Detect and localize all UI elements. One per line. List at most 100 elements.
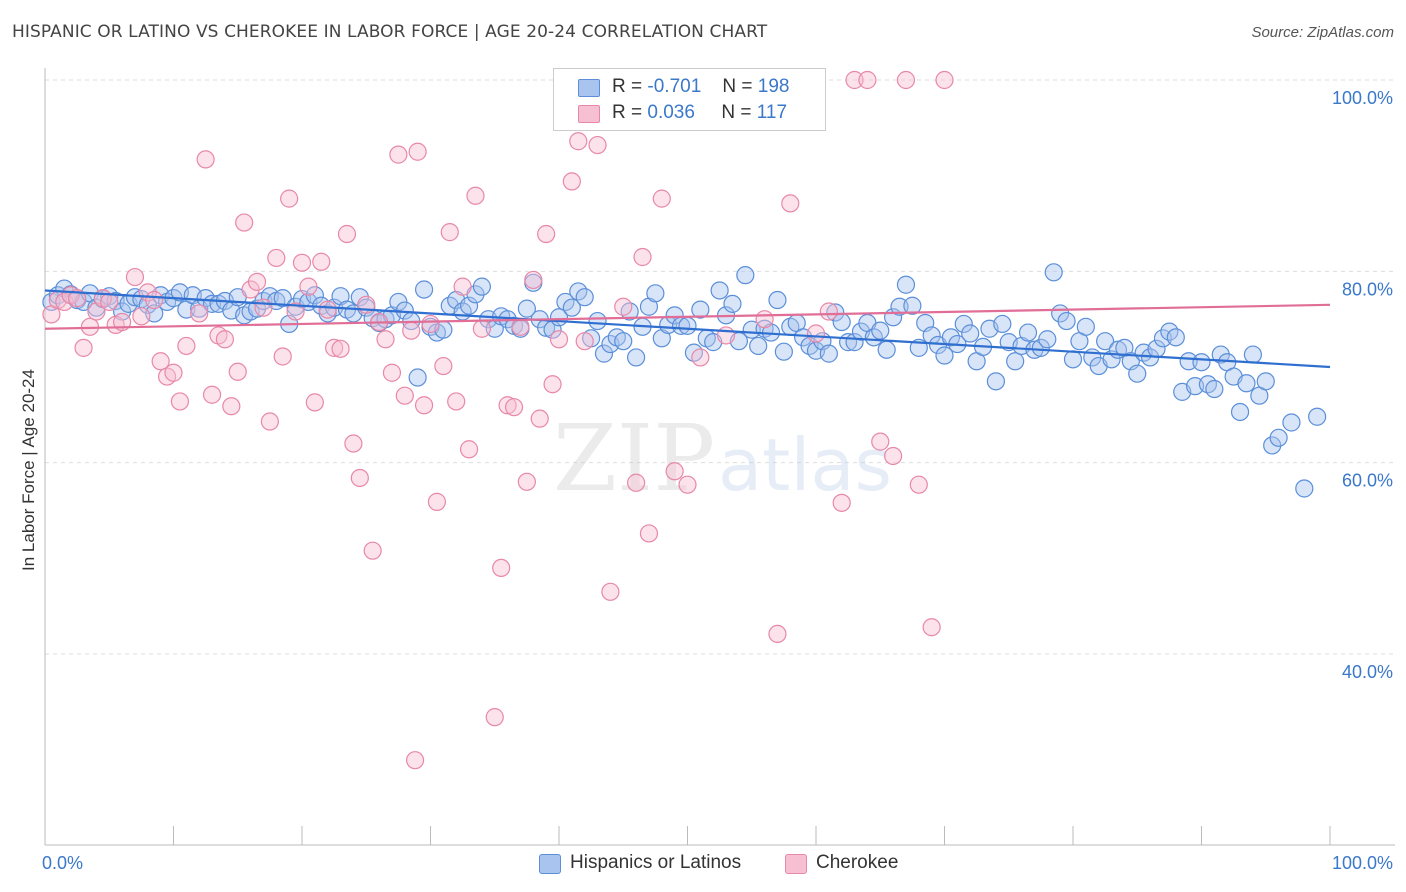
data-point — [68, 289, 87, 308]
source-label: Source: ZipAtlas.com — [1251, 24, 1394, 41]
data-point — [935, 346, 954, 365]
data-point — [305, 393, 324, 412]
data-point — [614, 297, 633, 316]
data-point — [961, 324, 980, 343]
y-axis-label-wrap: In Labor Force | Age 20-24 — [17, 320, 41, 620]
data-point — [890, 297, 909, 316]
x-tick-label: 100.0% — [1332, 853, 1393, 873]
data-point — [215, 330, 234, 349]
data-point — [74, 338, 93, 357]
data-point — [151, 352, 170, 371]
data-point — [845, 70, 864, 90]
data-point — [768, 290, 787, 310]
axes — [44, 68, 1395, 846]
data-point — [382, 363, 402, 382]
data-point — [723, 294, 742, 313]
series-cherokee — [42, 70, 954, 770]
data-point — [877, 340, 896, 359]
data-point — [601, 582, 620, 601]
data-point — [363, 541, 382, 560]
data-point — [1096, 332, 1115, 351]
data-point — [524, 270, 543, 290]
data-point — [517, 299, 536, 318]
data-point — [626, 473, 646, 492]
data-point — [691, 300, 710, 319]
data-point — [337, 224, 357, 244]
data-point — [254, 298, 273, 317]
data-point — [806, 324, 826, 343]
data-point — [826, 303, 845, 322]
legend-r-value: 0.036 — [647, 102, 695, 123]
data-point — [299, 277, 318, 296]
data-point — [1018, 323, 1038, 342]
data-point — [1076, 317, 1095, 336]
data-point — [202, 385, 222, 404]
data-point — [883, 446, 903, 466]
data-point — [896, 275, 916, 294]
data-point — [530, 409, 549, 428]
data-point — [575, 332, 594, 351]
data-point — [832, 493, 851, 512]
data-point — [626, 348, 646, 367]
data-point — [575, 288, 594, 307]
data-point — [312, 252, 331, 271]
legend-series-name: Hispanics or Latinos — [570, 852, 742, 873]
data-point — [42, 292, 61, 312]
data-point — [472, 319, 491, 338]
data-point — [710, 281, 729, 300]
data-point — [325, 338, 344, 357]
data-point — [273, 347, 292, 366]
data-point — [1179, 352, 1198, 371]
data-point — [344, 434, 363, 453]
data-point — [492, 558, 511, 578]
data-point — [125, 267, 145, 287]
data-point — [434, 356, 453, 376]
data-point — [421, 314, 440, 334]
legend-r-value: -0.701 — [647, 76, 702, 97]
data-point — [749, 336, 768, 356]
data-point — [132, 307, 151, 326]
data-point — [235, 213, 254, 232]
data-point — [402, 321, 421, 340]
data-point — [504, 398, 524, 417]
data-point — [549, 330, 569, 349]
data-point — [267, 248, 286, 268]
data-point — [543, 375, 562, 394]
data-point — [100, 292, 119, 312]
data-point — [1269, 428, 1288, 447]
legend-n-value: 117 — [756, 102, 788, 123]
data-point — [1256, 372, 1275, 391]
data-point — [871, 432, 890, 451]
legend-n-label: N = — [721, 102, 752, 123]
data-point — [678, 316, 697, 335]
stats-legend: R = -0.701 N = 198 R = 0.036 N = 117 — [553, 68, 826, 131]
y-tick-label: 40.0% — [1342, 662, 1393, 682]
data-point — [562, 298, 581, 317]
data-point — [350, 468, 369, 488]
data-point — [954, 314, 973, 334]
trend-line — [44, 303, 1331, 330]
data-point — [864, 328, 883, 347]
data-point — [222, 397, 241, 416]
x-tick-label: 0.0% — [42, 853, 83, 873]
data-point — [331, 339, 350, 358]
data-point — [273, 289, 292, 308]
data-point — [691, 348, 710, 367]
data-point — [755, 310, 774, 329]
data-point — [871, 321, 890, 340]
data-point — [633, 247, 652, 267]
data-point — [941, 328, 961, 347]
data-point — [1057, 311, 1076, 331]
data-point — [562, 172, 581, 191]
data-point — [459, 440, 479, 459]
data-point — [819, 302, 838, 321]
data-point — [588, 135, 607, 155]
data-point — [145, 290, 164, 310]
data-point — [588, 311, 607, 331]
data-point — [517, 472, 536, 491]
data-point — [247, 272, 267, 291]
data-point — [1295, 479, 1314, 498]
data-point — [453, 277, 472, 296]
data-point — [228, 362, 247, 381]
